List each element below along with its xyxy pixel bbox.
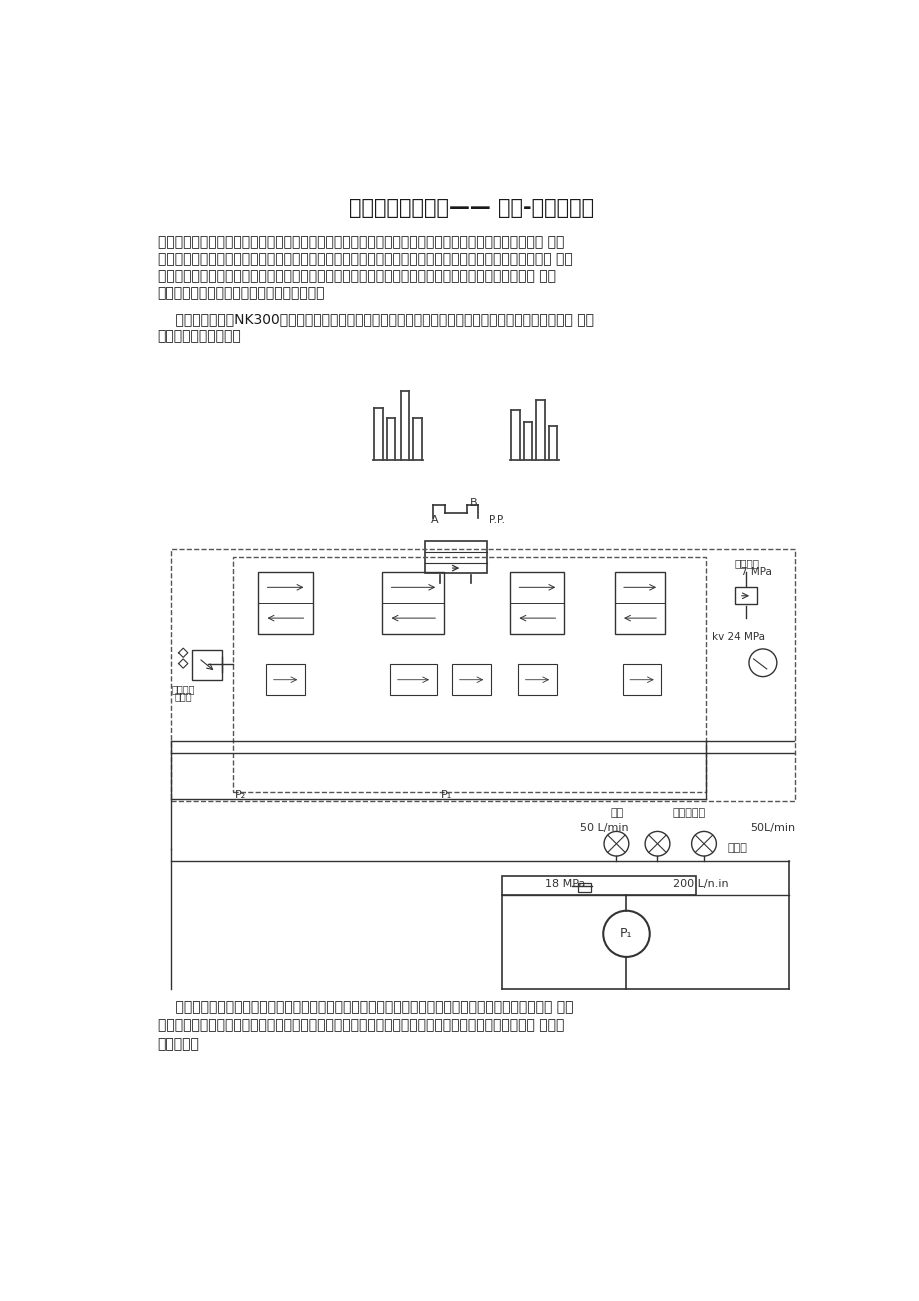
- Text: 50 L/min: 50 L/min: [579, 822, 628, 833]
- Text: 平衡阀安装在变幅油缸的支撑油路上，是用以防止变幅下降速度因载荷重力作用大于供油量所决定的速 度。: 平衡阀安装在变幅油缸的支撑油路上，是用以防止变幅下降速度因载荷重力作用大于供油量…: [157, 1000, 573, 1013]
- Text: 下图所示是加藤NK300型汽车起重机变幅液压系统，由两个后推式双作用油缸、平衡阀、主副溢流阀和 三联: 下图所示是加藤NK300型汽车起重机变幅液压系统，由两个后推式双作用油缸、平衡阀…: [157, 312, 593, 327]
- Text: 该阀的结构作用如下图所示，在阀体内装有补偿滑阀和单向阀。补偿滑阀由弹簧的压力和作用于先导活 塞的液: 该阀的结构作用如下图所示，在阀体内装有补偿滑阀和单向阀。补偿滑阀由弹簧的压力和作…: [157, 1019, 563, 1033]
- Bar: [451, 665, 491, 695]
- Text: kv 24 MPa: kv 24 MPa: [711, 632, 764, 643]
- Bar: [502, 876, 696, 895]
- Text: P.P.: P.P.: [488, 515, 504, 526]
- Bar: [390, 665, 437, 695]
- Bar: [510, 572, 564, 634]
- Text: P₁: P₁: [440, 790, 451, 800]
- Text: B: B: [470, 497, 477, 507]
- Text: 50L/min: 50L/min: [750, 822, 795, 833]
- Text: 变幅系统液压回路—— 衡阀-中国吊装网: 变幅系统液压回路—— 衡阀-中国吊装网: [348, 199, 594, 219]
- Bar: [578, 883, 590, 892]
- Text: P₁: P₁: [619, 928, 632, 941]
- Text: 小，起重量增大。变幅油缸缩回时情况相反。: 小，起重量增大。变幅油缸缩回时情况相反。: [157, 286, 324, 301]
- Text: 副卷溢流阀: 副卷溢流阀: [673, 808, 706, 818]
- Text: P₂: P₂: [235, 790, 246, 800]
- Text: 变幅系统液压回路一般由一个或两个油缸、平衡阀、主副溢流阀和三联控制阀组成。在这一整套基本独立 完整: 变幅系统液压回路一般由一个或两个油缸、平衡阀、主副溢流阀和三联控制阀组成。在这一…: [157, 235, 563, 250]
- Bar: [734, 587, 756, 604]
- Text: 副溢流阀: 副溢流阀: [734, 558, 759, 567]
- Bar: [233, 557, 705, 792]
- Text: 自动停止: 自动停止: [171, 684, 195, 693]
- Bar: [258, 572, 312, 634]
- Text: 管一定要采用高压钢管，以防软管破损老化造成用臂突然下跌。当变幅油缸伸出时，变幅角度增大，跨 距减: 管一定要采用高压钢管，以防软管破损老化造成用臂突然下跌。当变幅油缸伸出时，变幅角…: [157, 269, 555, 284]
- Text: 回转: 回转: [610, 808, 624, 818]
- Text: 200 L/n.in: 200 L/n.in: [673, 878, 728, 889]
- Bar: [171, 549, 795, 801]
- Text: 控压控制。: 控压控制。: [157, 1037, 199, 1051]
- Bar: [382, 572, 444, 634]
- Bar: [614, 572, 664, 634]
- Text: 的液压回路结构中，平衡阀安装在油缸下部，使变幅油缸平稳下降，并防止油缸下沉，因此平衡阀与油缸连 接油: 的液压回路结构中，平衡阀安装在油缸下部，使变幅油缸平稳下降，并防止油缸下沉，因此…: [157, 252, 572, 267]
- Text: 控制阀的右联阀组成。: 控制阀的右联阀组成。: [157, 329, 241, 343]
- Bar: [425, 541, 486, 574]
- Text: 电磁阀: 电磁阀: [175, 692, 192, 701]
- Text: 18 MPa: 18 MPa: [545, 878, 584, 889]
- Bar: [192, 650, 221, 679]
- Text: 蓄压器: 蓄压器: [726, 843, 746, 852]
- Text: A: A: [431, 515, 438, 526]
- Bar: [266, 665, 304, 695]
- Bar: [622, 665, 661, 695]
- Bar: [517, 665, 556, 695]
- Text: 7 MPa: 7 MPa: [741, 567, 771, 576]
